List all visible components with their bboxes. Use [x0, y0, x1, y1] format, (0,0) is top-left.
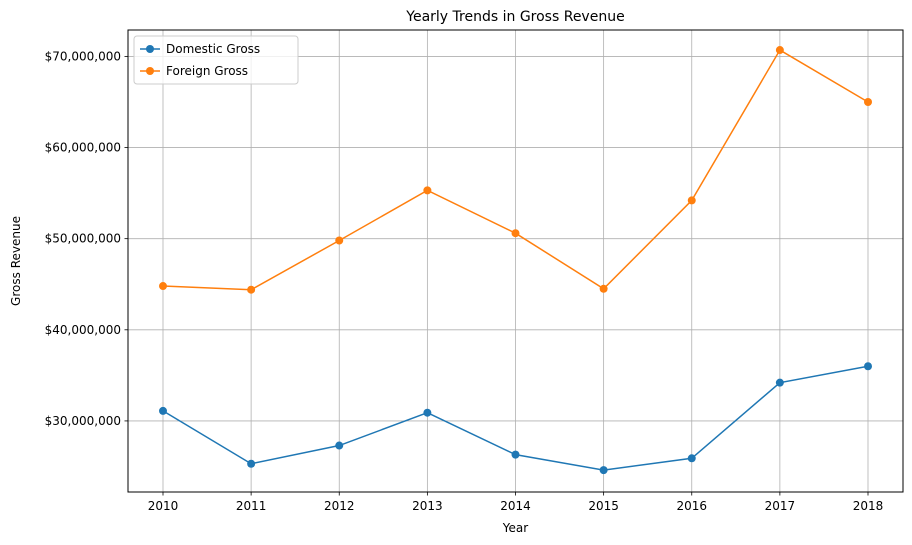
data-point	[335, 441, 344, 450]
x-tick-label: 2015	[588, 499, 619, 513]
data-point	[864, 97, 872, 106]
data-point	[159, 406, 167, 415]
y-tick-label: $40,000,000	[45, 323, 121, 337]
x-tick-label: 2017	[765, 499, 796, 513]
legend-item: Domestic Gross	[140, 42, 260, 56]
x-tick-label: 2010	[148, 499, 179, 513]
x-tick-label: 2016	[676, 499, 707, 513]
data-point	[335, 236, 344, 245]
data-point	[775, 46, 784, 55]
y-tick-label: $30,000,000	[45, 414, 121, 428]
x-tick-label: 2013	[412, 499, 443, 513]
y-axis-label: Gross Revenue	[9, 216, 23, 306]
series-domestic-gross	[159, 362, 872, 475]
legend-frame	[133, 35, 299, 85]
data-point	[599, 466, 608, 475]
y-tick-label: $50,000,000	[45, 232, 121, 246]
series-foreign-gross	[159, 46, 872, 294]
grid-lines	[128, 30, 903, 492]
legend-item: Foreign Gross	[140, 64, 248, 78]
data-point	[511, 450, 520, 459]
x-tick-label: 2014	[500, 499, 531, 513]
data-point	[687, 454, 696, 463]
data-point	[687, 196, 696, 205]
y-axis: $30,000,000 $40,000,000 $50,000,000 $60,000…	[45, 49, 128, 428]
series-layer	[159, 46, 872, 475]
y-tick-label: $60,000,000	[45, 141, 121, 155]
legend-marker	[146, 45, 154, 53]
data-point	[599, 284, 608, 293]
data-point	[247, 285, 256, 294]
data-point	[864, 362, 872, 371]
data-point	[159, 282, 167, 291]
x-tick-label: 2011	[236, 499, 267, 513]
legend-marker	[146, 67, 154, 75]
legend-label: Foreign Gross	[166, 64, 248, 78]
legend-label: Domestic Gross	[166, 42, 260, 56]
x-tick-label: 2018	[853, 499, 884, 513]
data-point	[511, 229, 520, 238]
x-tick-label: 2012	[324, 499, 355, 513]
chart-title: Yearly Trends in Gross Revenue	[405, 9, 624, 25]
data-point	[775, 378, 784, 387]
data-point	[247, 459, 256, 468]
legend: Domestic Gross Foreign Gross	[133, 35, 299, 85]
data-point	[423, 408, 432, 417]
x-axis-label: Year	[502, 521, 528, 535]
x-axis: 2010 2011 2012 2013 2014 2015 2016 2017 2018	[148, 492, 884, 513]
data-point	[423, 186, 432, 195]
y-tick-label: $70,000,000	[45, 49, 121, 63]
